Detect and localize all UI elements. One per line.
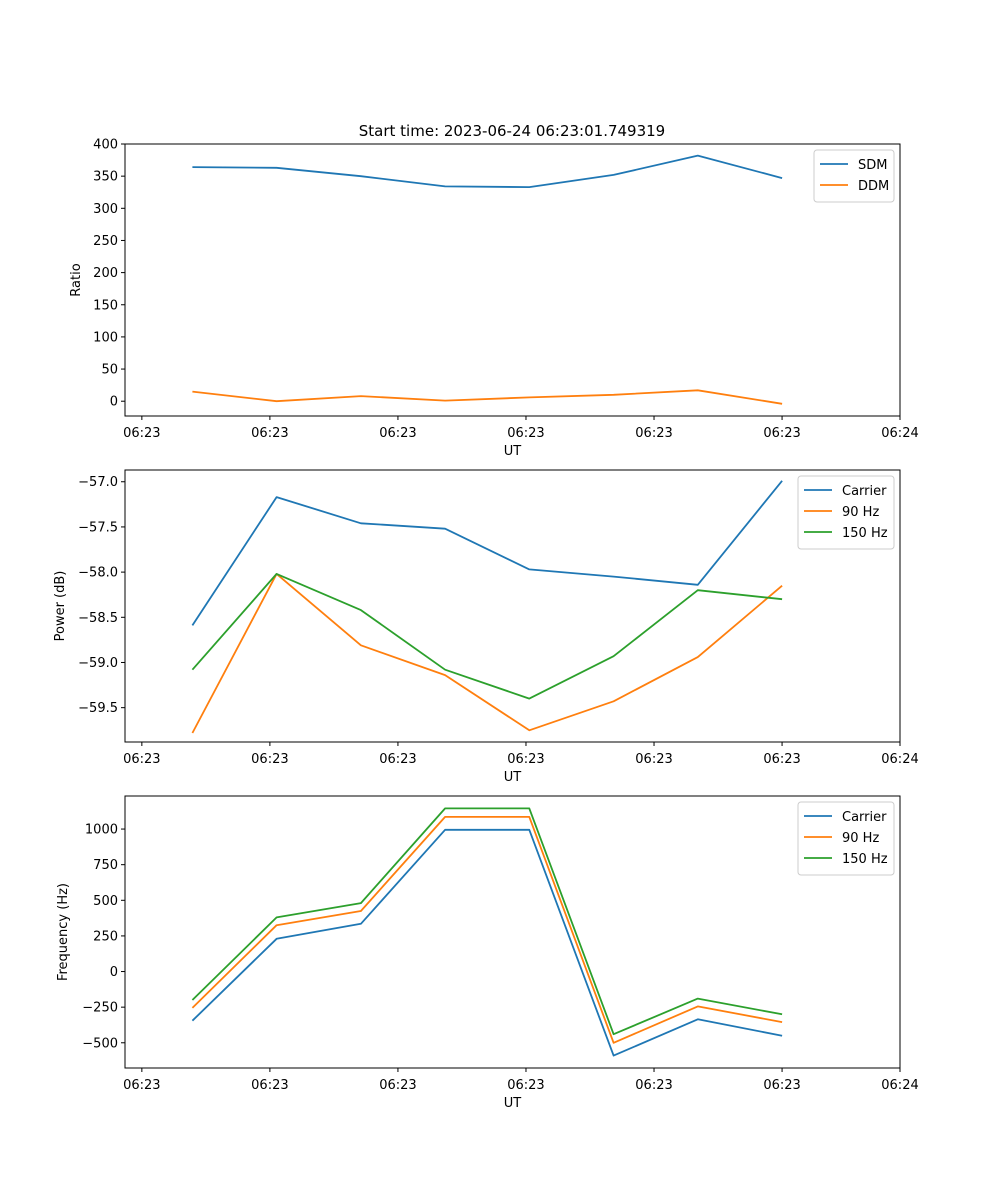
frequency-x-tick-label: 06:23 (123, 1078, 160, 1093)
power-x-tick-label: 06:24 (881, 752, 918, 767)
frequency-x-tick-label: 06:23 (635, 1078, 672, 1093)
ratio-y-tick-label: 100 (93, 330, 118, 345)
ratio-panel: 0 50 100 150 200 250 300 350 400 06:23 06:23 06:23 0… (69, 138, 919, 460)
ratio-x-tick-label: 06:23 (763, 426, 800, 441)
ratio-x-tick-label: 06:23 (635, 426, 672, 441)
ratio-y-tick-label: 200 (93, 266, 118, 281)
frequency-y-tick-label: −500 (82, 1036, 118, 1051)
frequency-series-150-hz (191, 807, 783, 1036)
power-legend-label: 90 Hz (842, 505, 879, 520)
power-x-tick-label: 06:23 (763, 752, 800, 767)
frequency-legend-label: 90 Hz (842, 831, 879, 846)
power-x-tick-label: 06:23 (123, 752, 160, 767)
frequency-axes-frame (124, 795, 901, 1069)
ratio-y-tick-label: 0 (110, 395, 118, 410)
power-axes: −59.5 −59.0 −58.5 −58.0 −57.5 −57.0 06:23 06:23… (78, 469, 919, 767)
ratio-axes: 0 50 100 150 200 250 300 350 400 06:23 06:23 06:23 0… (93, 138, 919, 442)
frequency-y-tick-label: −250 (82, 1001, 118, 1016)
power-x-axis-label: UT (504, 770, 522, 785)
frequency-legend: Carrier 90 Hz 150 Hz (797, 801, 895, 876)
ratio-legend: SDM DDM (813, 149, 895, 203)
power-series-150-hz (191, 573, 783, 700)
frequency-y-tick-label: 0 (110, 965, 118, 980)
frequency-y-tick-label: 500 (93, 894, 118, 909)
power-y-tick-label: −59.0 (78, 656, 118, 671)
power-x-tick-label: 06:23 (379, 752, 416, 767)
ratio-x-tick-label: 06:23 (507, 426, 544, 441)
frequency-series-carrier (191, 828, 783, 1057)
power-legend: Carrier 90 Hz 150 Hz (797, 475, 895, 550)
frequency-series-90-hz (191, 816, 783, 1044)
ratio-x-axis-label: UT (504, 444, 522, 459)
frequency-legend-label: 150 Hz (842, 852, 888, 867)
power-panel: −59.5 −59.0 −58.5 −58.0 −57.5 −57.0 06:23 06:23… (53, 469, 919, 785)
ratio-x-tick-label: 06:23 (251, 426, 288, 441)
ratio-legend-box (813, 149, 895, 203)
ratio-y-tick-label: 50 (101, 363, 118, 378)
power-y-tick-label: −59.5 (78, 701, 118, 716)
frequency-y-tick-label: 1000 (85, 823, 118, 838)
ratio-y-tick-label: 150 (93, 298, 118, 313)
frequency-y-tick-label: 250 (93, 929, 118, 944)
power-legend-label: Carrier (842, 484, 887, 499)
ratio-x-tick-label: 06:23 (123, 426, 160, 441)
ratio-axes-frame (124, 143, 901, 417)
frequency-x-tick-label: 06:23 (507, 1078, 544, 1093)
ratio-x-tick-label: 06:24 (881, 426, 918, 441)
ratio-y-tick-label: 300 (93, 202, 118, 217)
power-y-axis-label: Power (dB) (53, 571, 68, 642)
power-y-tick-label: −57.5 (78, 520, 118, 535)
ratio-y-axis-label: Ratio (69, 263, 84, 296)
frequency-x-tick-label: 06:23 (763, 1078, 800, 1093)
ratio-series-sdm (192, 154, 783, 189)
frequency-x-tick-label: 06:23 (379, 1078, 416, 1093)
frequency-panel: −500 −250 0 250 500 750 1000 06:23 06:23 06:23 06:… (56, 795, 919, 1111)
ratio-series-ddm (192, 389, 783, 405)
power-y-tick-label: −58.0 (78, 566, 118, 581)
frequency-legend-box (797, 801, 895, 876)
ratio-legend-label: DDM (858, 179, 889, 194)
power-x-tick-label: 06:23 (251, 752, 288, 767)
power-axes-frame (124, 469, 901, 743)
frequency-x-tick-label: 06:24 (881, 1078, 918, 1093)
ratio-x-tick-label: 06:23 (379, 426, 416, 441)
ratio-legend-label: SDM (858, 158, 887, 173)
frequency-y-tick-label: 750 (93, 858, 118, 873)
frequency-legend-label: Carrier (842, 810, 887, 825)
ratio-y-tick-label: 250 (93, 234, 118, 249)
figure-title: Start time: 2023-06-24 06:23:01.749319 (359, 122, 665, 140)
frequency-y-axis-label: Frequency (Hz) (56, 883, 71, 981)
power-legend-box (797, 475, 895, 550)
power-series-carrier (191, 480, 783, 626)
power-series-90-hz (191, 573, 783, 734)
power-x-tick-label: 06:23 (635, 752, 672, 767)
frequency-axes: −500 −250 0 250 500 750 1000 06:23 06:23 06:23 06:… (82, 795, 919, 1093)
power-y-tick-label: −57.0 (78, 475, 118, 490)
frequency-x-tick-label: 06:23 (251, 1078, 288, 1093)
power-y-tick-label: −58.5 (78, 611, 118, 626)
power-legend-label: 150 Hz (842, 526, 888, 541)
power-x-tick-label: 06:23 (507, 752, 544, 767)
ratio-y-tick-label: 400 (93, 138, 118, 153)
ratio-y-tick-label: 350 (93, 170, 118, 185)
frequency-x-axis-label: UT (504, 1096, 522, 1111)
